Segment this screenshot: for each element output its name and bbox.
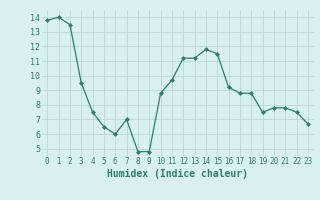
X-axis label: Humidex (Indice chaleur): Humidex (Indice chaleur) (107, 169, 248, 179)
